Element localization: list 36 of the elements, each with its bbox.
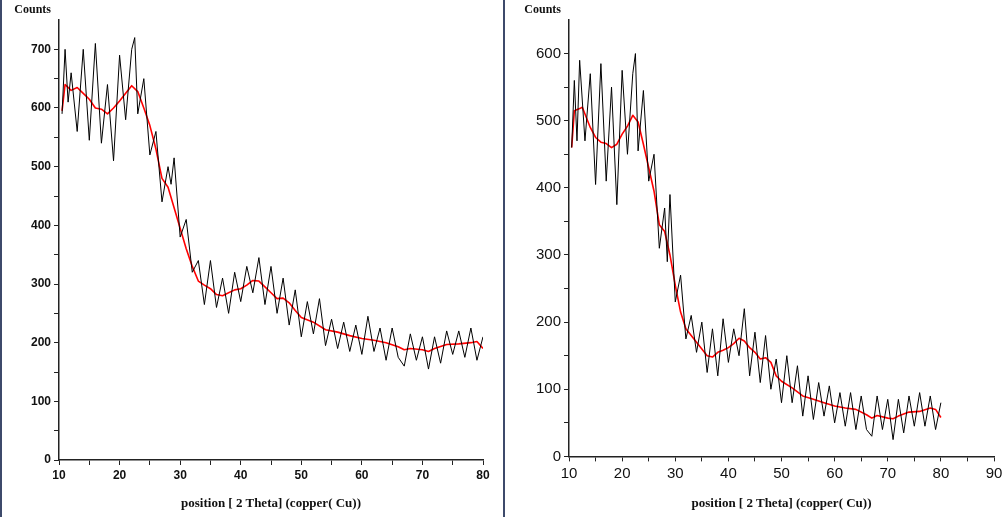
x-tick-label: 40 — [234, 467, 248, 482]
x-tick-label: 20 — [613, 463, 631, 481]
y-tick-label: 500 — [30, 158, 52, 173]
y-tick-label: 600 — [536, 43, 562, 61]
y-tick-label: 200 — [536, 312, 562, 330]
x-tick-label: 20 — [112, 467, 127, 482]
y-tick-label: 200 — [30, 334, 52, 349]
x-tick-label: 10 — [560, 463, 578, 481]
x-tick-label: 30 — [173, 467, 188, 482]
x-tick-label: 90 — [985, 463, 1003, 481]
y-tick-label: 0 — [44, 452, 52, 467]
x-tick-label: 70 — [415, 467, 430, 482]
y-tick-label: 0 — [552, 446, 562, 464]
x-axis-title: position [ 2 Theta] (copper( Cu)) — [181, 494, 361, 510]
y-tick-label: 500 — [536, 110, 562, 128]
y-tick-label: 300 — [30, 276, 52, 291]
y-axis-title: Counts — [14, 2, 52, 17]
y-axis-title: Counts — [524, 2, 562, 17]
x-tick-label: 50 — [294, 467, 309, 482]
x-tick-label: 80 — [476, 467, 490, 482]
y-tick-label: 100 — [30, 393, 52, 408]
x-tick-label: 70 — [879, 463, 897, 481]
x-tick-label: 40 — [720, 463, 737, 481]
y-tick-label: 600 — [30, 100, 52, 115]
x-tick-label: 60 — [826, 463, 843, 481]
x-tick-label: 60 — [355, 467, 369, 482]
y-tick-label: 400 — [536, 177, 562, 195]
x-tick-label: 80 — [932, 463, 950, 481]
y-tick-label: 300 — [536, 245, 562, 263]
x-axis-title: position [ 2 Theta] (copper( Cu)) — [691, 494, 872, 510]
y-tick-label: 100 — [536, 379, 562, 397]
x-tick-label: 30 — [666, 463, 684, 481]
y-tick-label: 400 — [30, 217, 52, 232]
x-tick-label: 10 — [52, 467, 67, 482]
y-tick-label: 700 — [30, 41, 52, 56]
x-tick-label: 50 — [773, 463, 790, 481]
